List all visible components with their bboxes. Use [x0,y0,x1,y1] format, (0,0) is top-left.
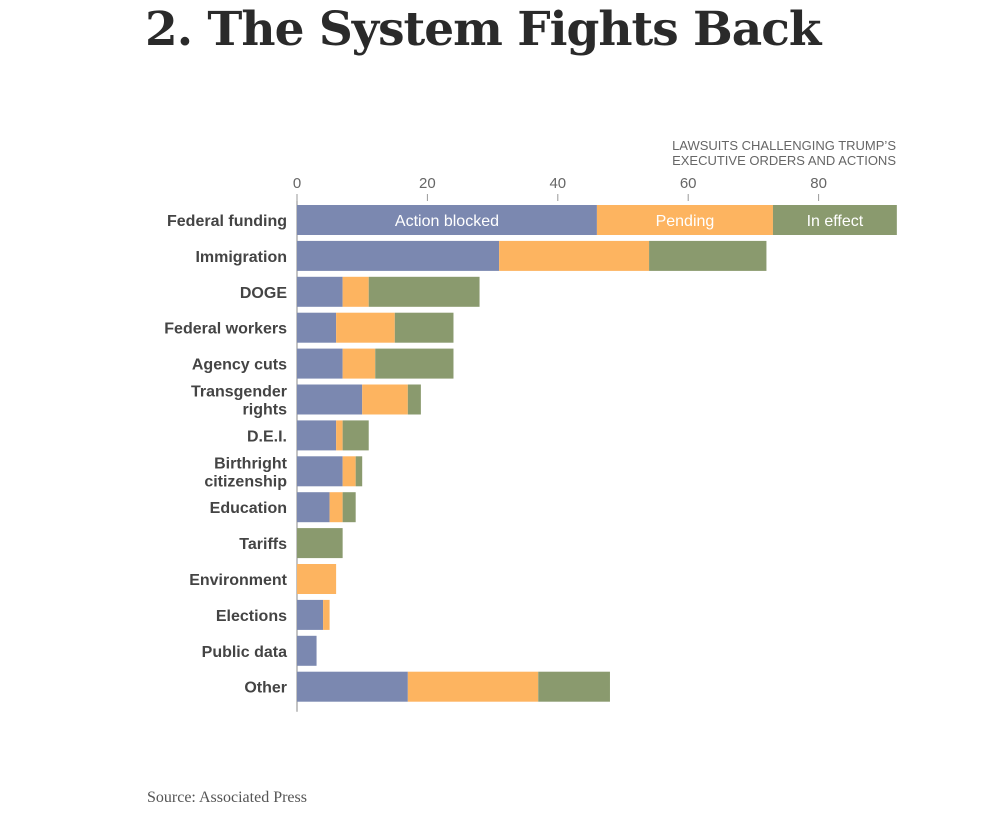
bar-segment-pending [596,205,773,235]
category-label: D.E.I. [247,428,287,445]
bar-segment-in-effect [407,384,421,415]
bar-segment-pending [342,456,356,487]
category-label: Elections [216,608,287,625]
bar-segment-in-effect [772,205,897,235]
bar-segment-action-blocked [297,205,597,235]
bar-segment-action-blocked [297,635,317,666]
category-label: Other [244,680,287,697]
category-label: Education [210,500,287,517]
bar-segment-pending [499,240,650,271]
bar-segment-pending [323,599,330,630]
bar-segment-action-blocked [297,348,343,379]
bar-segment-pending [329,492,343,523]
bar-segment-action-blocked [297,456,343,487]
bar-segment-action-blocked [297,276,343,307]
bar-segment-pending [336,312,395,343]
category-label: Transgender [191,384,287,401]
bar-segment-action-blocked [297,599,324,630]
category-label: Environment [189,572,287,589]
bar-segment-in-effect [368,276,480,307]
bar-segment-pending [336,420,343,451]
bar-segment-action-blocked [297,384,363,415]
bar-segment-pending [362,384,408,415]
bar-segment-pending [297,564,337,594]
category-label: Federal workers [164,321,287,338]
series-label: Pending [656,213,715,230]
category-label: citizenship [204,473,287,490]
category-label: Immigration [195,249,287,266]
bar-segment-in-effect [342,420,369,451]
category-label: DOGE [240,285,287,302]
bar-segment-in-effect [342,492,356,523]
series-label: In effect [807,213,864,230]
x-tick-label: 60 [680,175,697,192]
x-tick-label: 80 [810,175,827,192]
x-tick-label: 40 [549,175,566,192]
bar-segment-action-blocked [297,312,337,343]
axis-title-line: EXECUTIVE ORDERS AND ACTIONS [672,153,896,168]
category-label: Agency cuts [192,357,287,374]
x-tick-label: 0 [293,175,301,192]
category-label: Tariffs [239,536,287,553]
bar-segment-action-blocked [297,240,500,271]
source-note: Source: Associated Press [147,789,307,806]
bar-segment-in-effect [355,456,363,487]
bar-segment-in-effect [649,240,767,271]
axis-title-line: LAWSUITS CHALLENGING TRUMP’S [672,138,896,153]
category-label: Birthright [214,455,288,472]
x-tick-label: 20 [419,175,436,192]
category-label: rights [243,402,288,419]
bar-segment-in-effect [375,348,454,379]
bar-segment-pending [342,276,369,307]
category-label: Public data [202,644,287,661]
bar-segment-in-effect [538,671,610,702]
bar-segment-action-blocked [297,492,330,523]
page-title: 2. The System Fights Back [145,2,821,57]
bar-segment-pending [342,348,376,379]
bar-segment-action-blocked [297,671,408,702]
category-label: Federal funding [167,213,287,230]
series-label: Action blocked [395,213,499,230]
bar-segment-action-blocked [297,420,337,451]
bar-segment-in-effect [394,312,454,343]
bar-segment-pending [407,671,539,702]
bar-segment-in-effect [297,528,343,559]
